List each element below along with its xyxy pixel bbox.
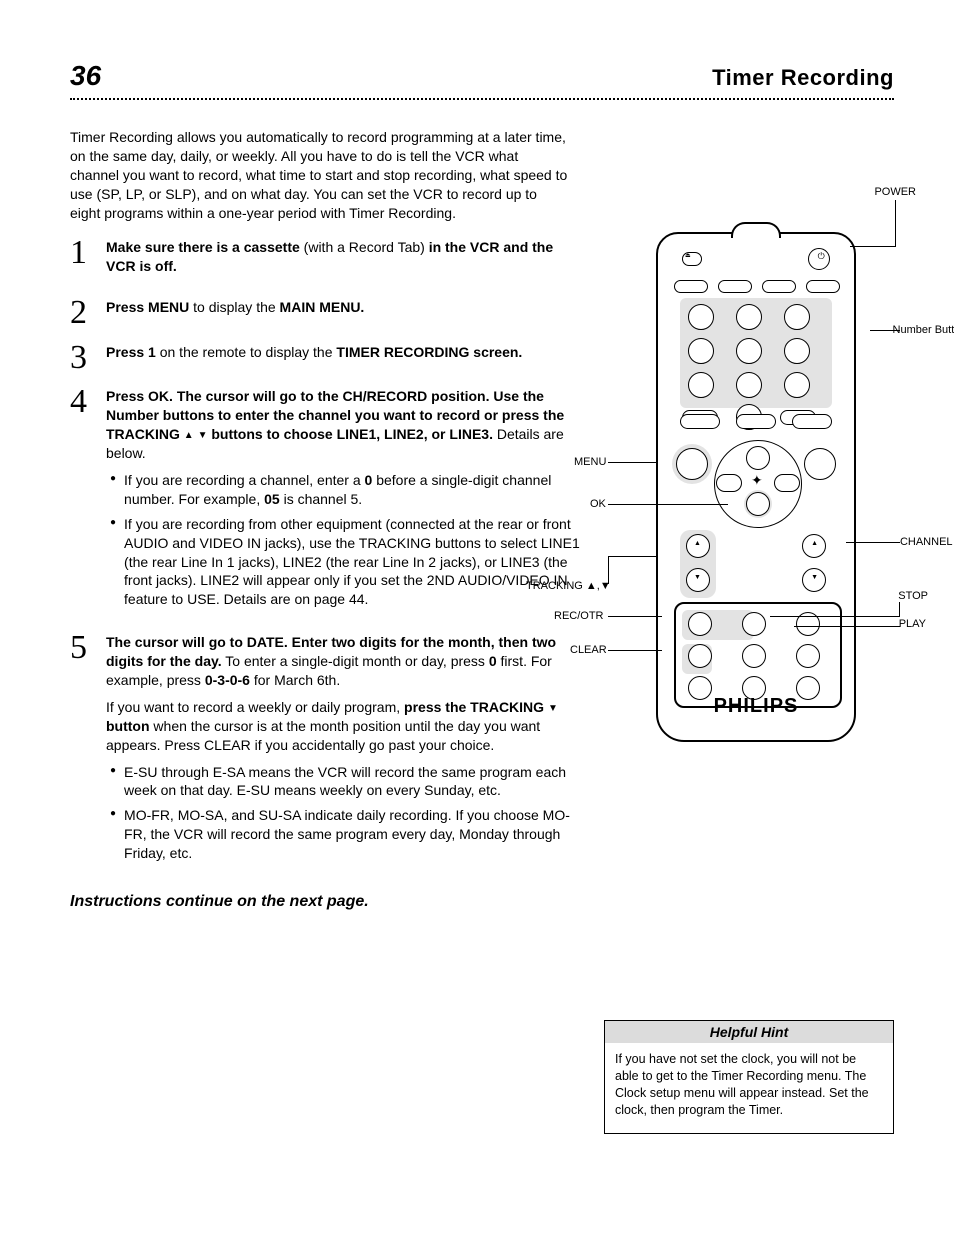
step-number: 4: [70, 387, 96, 619]
bullet-list: If you are recording a channel, enter a …: [106, 471, 580, 609]
control-button: [688, 644, 712, 668]
step-body: Press 1 on the remote to display the TIM…: [106, 343, 522, 374]
number-button: [736, 372, 762, 398]
callout-play: PLAY: [899, 618, 926, 630]
menu-btn: [676, 448, 708, 480]
step-number: 2: [70, 298, 96, 329]
callout-stop: STOP: [898, 590, 928, 602]
step: 4Press OK. The cursor will go to the CH/…: [70, 387, 580, 619]
number-button: [736, 338, 762, 364]
brand-logo: PHILIPS: [658, 695, 854, 718]
step-number: 5: [70, 633, 96, 873]
control-button: [742, 612, 766, 636]
page-header: 36 Timer Recording: [70, 60, 894, 92]
step-number: 1: [70, 238, 96, 284]
bullet-item: If you are recording a channel, enter a …: [110, 471, 580, 509]
index-btn: [804, 448, 836, 480]
intro-text: Timer Recording allows you automatically…: [70, 128, 570, 222]
steps: 1 Make sure there is a cassette (with a R…: [70, 238, 580, 873]
remote-illustration: ⏏ ⏻: [636, 220, 876, 750]
step-number: 3: [70, 343, 96, 374]
page-title: Timer Recording: [712, 65, 894, 91]
eject-symbol: ⏏: [685, 252, 691, 259]
step-para: Press MENU to display the MAIN MENU.: [106, 298, 364, 317]
control-button: [688, 612, 712, 636]
bullet-text: E-SU through E-SA means the VCR will rec…: [124, 763, 580, 801]
step-body: Press MENU to display the MAIN MENU.: [106, 298, 364, 329]
step: 3 Press 1 on the remote to display the TI…: [70, 343, 580, 374]
step-para: Make sure there is a cassette (with a Re…: [106, 238, 580, 276]
callout-menu: MENU: [574, 456, 606, 468]
nav-right: [774, 474, 800, 492]
nav-cross-icon: ✦: [751, 472, 763, 489]
bullet-item: MO-FR, MO-SA, and SU-SA indicate daily r…: [110, 806, 580, 863]
step-body: Press OK. The cursor will go to the CH/R…: [106, 387, 580, 619]
mode-btn: [718, 280, 752, 293]
divider: [70, 98, 894, 100]
hint-title: Helpful Hint: [605, 1021, 893, 1043]
number-button: [688, 372, 714, 398]
down-icon: ▼: [811, 574, 818, 581]
control-button: [796, 644, 820, 668]
ok-btn: [746, 492, 770, 516]
number-button: [784, 304, 810, 330]
callout-numbers: Number Buttons: [893, 324, 954, 336]
step-body: Make sure there is a cassette (with a Re…: [106, 238, 580, 284]
callout-rec: REC/OTR: [554, 610, 604, 622]
continued-notice: Instructions continue on the next page.: [70, 893, 894, 911]
nav-left: [716, 474, 742, 492]
oval-btn: [792, 414, 832, 429]
step-para: The cursor will go to DATE. Enter two di…: [106, 633, 580, 690]
step-para: Press 1 on the remote to display the TIM…: [106, 343, 522, 362]
oval-btn: [680, 414, 720, 429]
mode-btn: [806, 280, 840, 293]
power-symbol: ⏻: [818, 251, 825, 262]
step-body: The cursor will go to DATE. Enter two di…: [106, 633, 580, 873]
up-icon: ▲: [694, 540, 701, 547]
number-button: [688, 338, 714, 364]
bullet-item: If you are recording from other equipmen…: [110, 515, 580, 609]
oval-btn: [736, 414, 776, 429]
number-button: [784, 372, 810, 398]
step-para: If you want to record a weekly or daily …: [106, 698, 580, 755]
up-icon: ▲: [811, 540, 818, 547]
hint-box: Helpful Hint If you have not set the clo…: [604, 1020, 894, 1134]
callout-chan: CHANNEL ▲,▼: [900, 536, 954, 548]
step: 5The cursor will go to DATE. Enter two d…: [70, 633, 580, 873]
bullet-text: If you are recording from other equipmen…: [124, 515, 580, 609]
callout-clear: CLEAR: [570, 644, 607, 656]
control-button: [742, 644, 766, 668]
mode-btn: [674, 280, 708, 293]
bullet-list: E-SU through E-SA means the VCR will rec…: [106, 763, 580, 863]
number-button: [688, 304, 714, 330]
bullet-item: E-SU through E-SA means the VCR will rec…: [110, 763, 580, 801]
mode-btn: [762, 280, 796, 293]
step: 2 Press MENU to display the MAIN MENU.: [70, 298, 580, 329]
down-icon: ▼: [694, 574, 701, 581]
callout-tracking: TRACKING ▲,▼: [526, 580, 611, 592]
callout-power: POWER: [874, 186, 916, 198]
step: 1 Make sure there is a cassette (with a R…: [70, 238, 580, 284]
page-number: 36: [70, 60, 101, 92]
nav-up: [746, 446, 770, 470]
number-button: [736, 304, 762, 330]
number-button: [784, 338, 810, 364]
callout-ok: OK: [590, 498, 606, 510]
hint-body: If you have not set the clock, you will …: [605, 1043, 893, 1133]
bullet-text: If you are recording a channel, enter a …: [124, 471, 580, 509]
bullet-text: MO-FR, MO-SA, and SU-SA indicate daily r…: [124, 806, 580, 863]
step-para: Press OK. The cursor will go to the CH/R…: [106, 387, 580, 463]
